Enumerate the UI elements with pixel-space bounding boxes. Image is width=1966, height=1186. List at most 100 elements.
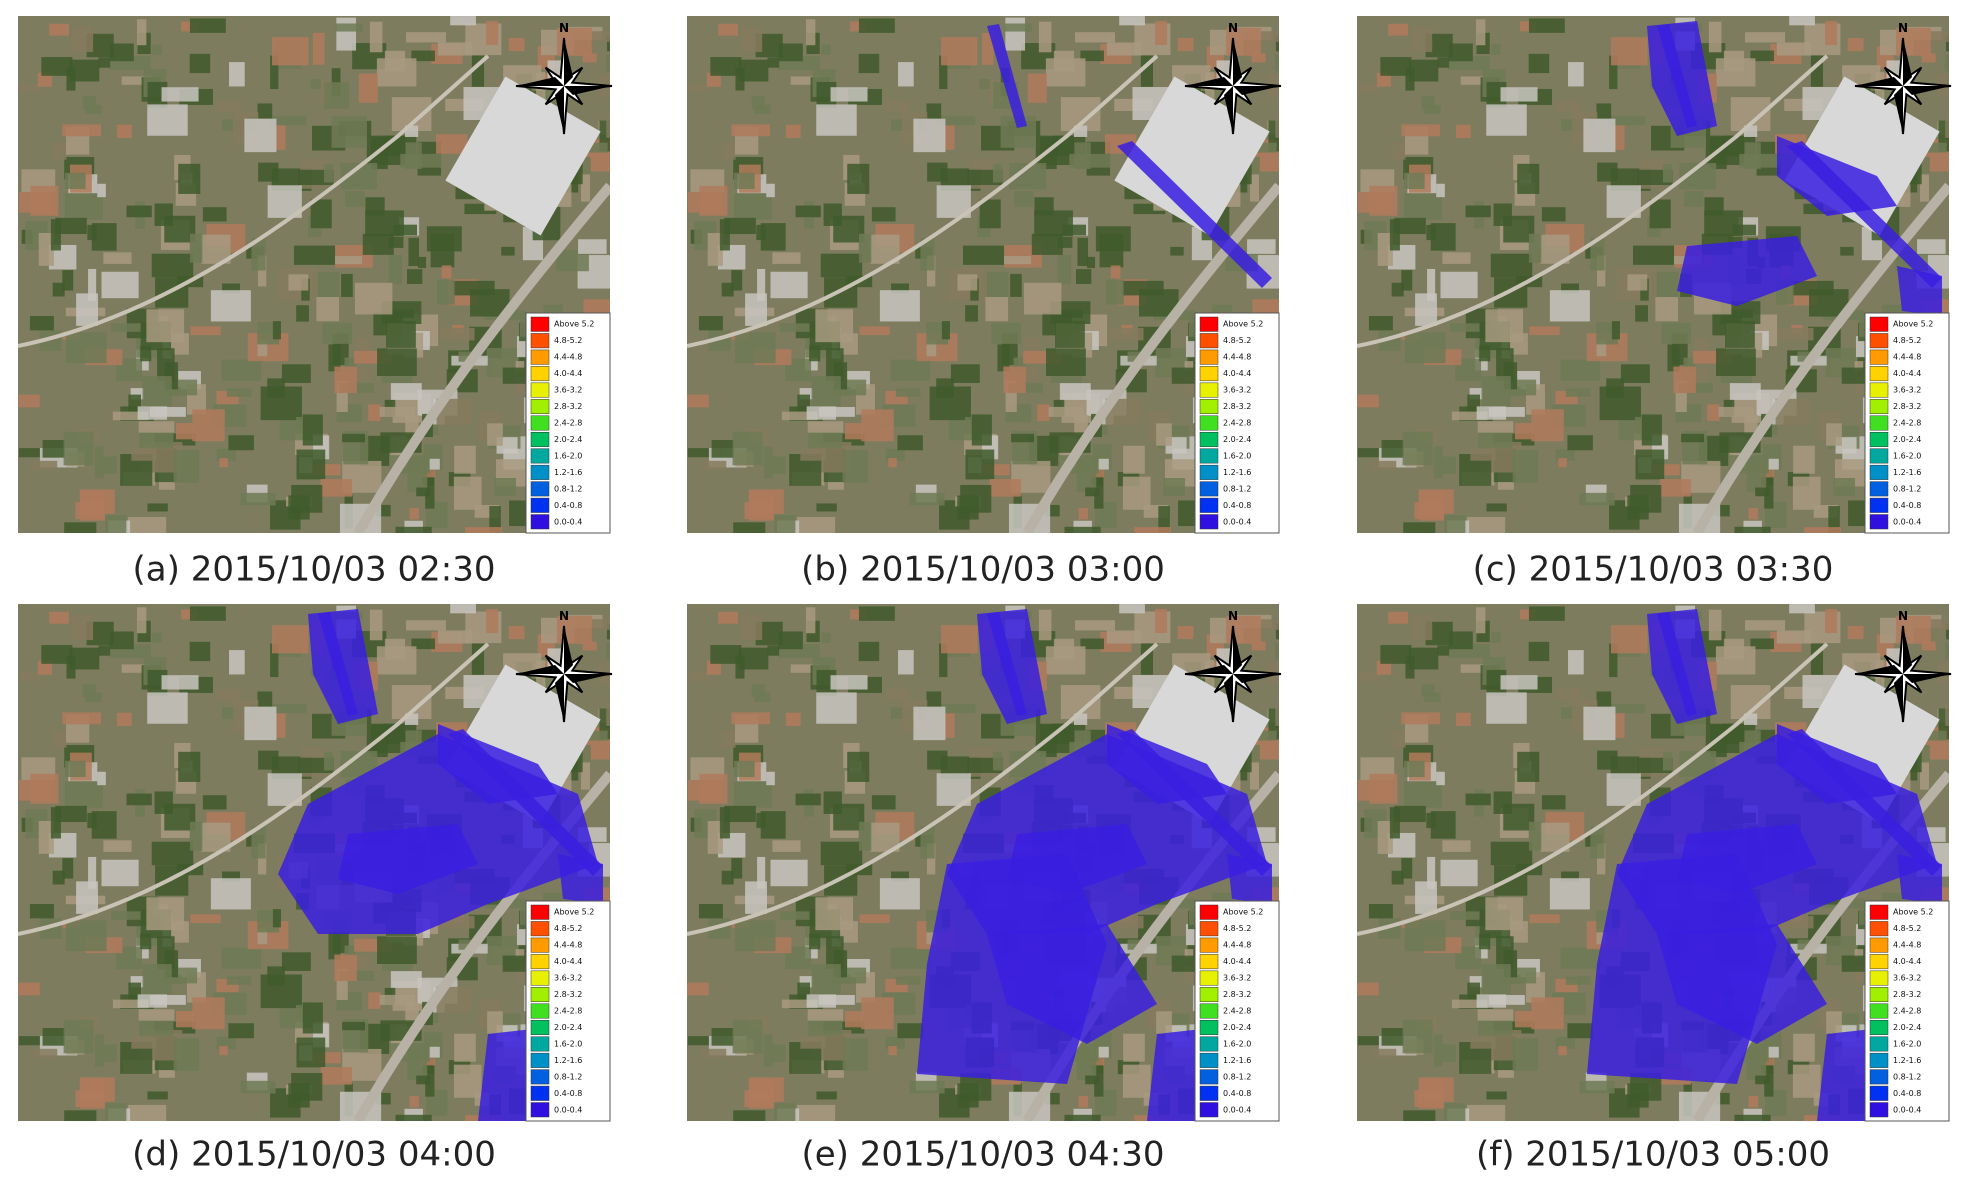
legend-swatch <box>1199 1036 1219 1052</box>
map-patch <box>1488 995 1525 1005</box>
map-patch <box>103 840 132 852</box>
map-patch <box>733 781 772 808</box>
map-patch <box>63 431 94 466</box>
map-patch <box>494 478 517 496</box>
map-patch <box>450 16 476 26</box>
map-patch <box>755 33 783 58</box>
map-patch <box>1776 42 1812 56</box>
map-patch <box>1500 87 1538 102</box>
map-patch <box>1455 946 1482 970</box>
map-patch <box>202 795 227 810</box>
legend-swatch <box>1199 349 1219 365</box>
map-patch <box>885 100 910 113</box>
map-patch <box>1520 609 1537 620</box>
map-patch <box>1075 269 1092 284</box>
map-patch <box>707 232 723 266</box>
map-patch <box>1485 897 1524 931</box>
map-patch <box>847 751 870 782</box>
map-patch <box>858 606 895 621</box>
map-patch <box>1804 527 1841 533</box>
legend-label: 2.8-3.2 <box>554 402 582 411</box>
map-patch <box>774 1103 796 1121</box>
map-patch <box>1561 871 1579 882</box>
map-patch <box>766 183 775 198</box>
map-patch <box>391 309 414 318</box>
map-patch <box>38 820 54 854</box>
map-patch <box>1275 122 1279 142</box>
map-patch <box>404 520 423 533</box>
map-patch <box>795 793 821 806</box>
map-patch <box>1394 217 1426 235</box>
map-patch <box>1268 708 1279 740</box>
map-patch <box>1833 478 1856 496</box>
map-patch <box>320 1067 352 1085</box>
map-patch <box>1184 361 1194 373</box>
map-patch <box>719 807 730 839</box>
map-patch <box>767 645 780 656</box>
map-patch <box>146 309 185 343</box>
map-patch <box>267 703 307 714</box>
flood-area <box>987 924 1157 1044</box>
legend-swatch <box>530 399 550 415</box>
map-panel: N Above 5.2 4.8-5.2 4.4-4.8 4.0-4.4 3.6-3.2 2.… <box>687 16 1282 534</box>
map-patch <box>116 946 143 970</box>
map-patch <box>295 1005 305 1018</box>
map-patch <box>1568 62 1584 87</box>
map-patch <box>1391 142 1406 160</box>
map-patch <box>1011 433 1035 443</box>
map-patch <box>1475 607 1486 634</box>
map-patch <box>88 268 97 301</box>
map-patch <box>1691 367 1709 382</box>
map-patch <box>582 53 597 63</box>
map-patch <box>1045 646 1086 675</box>
legend-label: 2.0-2.4 <box>554 435 582 444</box>
map-patch <box>71 614 94 641</box>
map-patch <box>354 282 393 315</box>
map-patch <box>216 688 241 701</box>
map-patch <box>116 124 132 139</box>
map-patch <box>699 185 728 216</box>
legend-swatch <box>1199 1102 1219 1118</box>
legend-swatch <box>1869 1102 1889 1118</box>
map-patch <box>1025 337 1040 353</box>
map-patch <box>142 964 172 995</box>
map-patch <box>1260 619 1279 630</box>
map-patch <box>406 32 447 43</box>
map-patch <box>772 252 801 264</box>
map-patch <box>381 961 413 971</box>
map-patch <box>18 982 40 996</box>
legend-swatch <box>1199 431 1219 447</box>
map-patch <box>422 1057 435 1074</box>
compass-dark <box>564 38 573 86</box>
map-patch <box>1402 1019 1433 1054</box>
legend-label: 4.0-4.4 <box>1893 369 1921 378</box>
map-patch <box>352 955 370 970</box>
legend-swatch <box>1869 987 1889 1003</box>
map-patch <box>257 103 273 119</box>
map-patch <box>1707 404 1720 421</box>
map-patch <box>1549 290 1590 322</box>
map-patch <box>368 992 381 1009</box>
map-patch <box>1684 191 1704 207</box>
map-patch <box>1635 305 1648 322</box>
map-patch <box>858 641 880 662</box>
map-patch <box>1046 348 1086 376</box>
map-patch <box>64 1110 97 1121</box>
map-patch <box>1476 994 1507 1008</box>
map-patch <box>816 104 857 136</box>
map-patch <box>508 626 525 640</box>
map-patch <box>365 210 404 237</box>
map-patch <box>1391 870 1404 885</box>
legend-swatch <box>1199 904 1219 920</box>
map-patch <box>582 641 597 651</box>
map-patch <box>1681 433 1705 443</box>
map-patch <box>909 1080 945 1094</box>
compass-north: N <box>1228 21 1238 35</box>
legend-swatch <box>530 316 550 332</box>
map-patch <box>997 344 1010 372</box>
flood-area <box>1777 136 1897 216</box>
map-patch <box>797 1104 836 1121</box>
legend-swatch <box>530 415 550 431</box>
map-patch <box>1403 1110 1436 1121</box>
map-patch <box>1005 380 1017 413</box>
